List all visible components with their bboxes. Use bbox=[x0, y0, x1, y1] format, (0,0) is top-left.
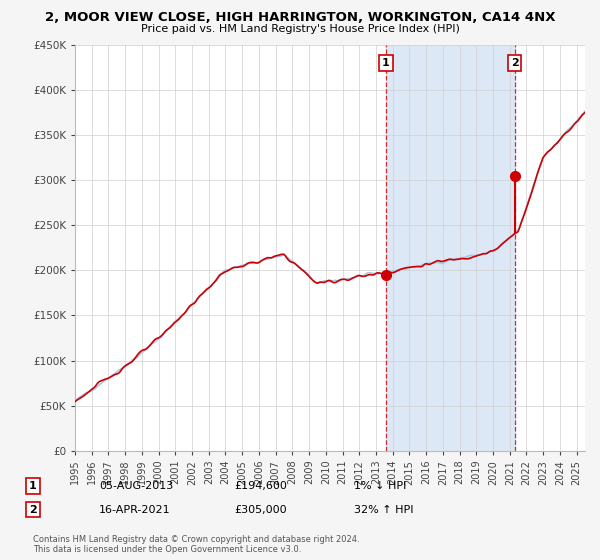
Text: 2, MOOR VIEW CLOSE, HIGH HARRINGTON, WORKINGTON, CA14 4NX: 2, MOOR VIEW CLOSE, HIGH HARRINGTON, WOR… bbox=[45, 11, 555, 24]
Text: 1: 1 bbox=[29, 481, 37, 491]
Text: 32% ↑ HPI: 32% ↑ HPI bbox=[354, 505, 413, 515]
Text: 2: 2 bbox=[29, 505, 37, 515]
Text: 1% ↓ HPI: 1% ↓ HPI bbox=[354, 481, 406, 491]
Text: 1: 1 bbox=[382, 58, 390, 68]
Text: 16-APR-2021: 16-APR-2021 bbox=[99, 505, 170, 515]
Text: £305,000: £305,000 bbox=[234, 505, 287, 515]
Text: Price paid vs. HM Land Registry's House Price Index (HPI): Price paid vs. HM Land Registry's House … bbox=[140, 24, 460, 34]
Bar bbox=[386, 45, 515, 451]
Text: £194,600: £194,600 bbox=[234, 481, 287, 491]
Text: 05-AUG-2013: 05-AUG-2013 bbox=[99, 481, 173, 491]
Text: Contains HM Land Registry data © Crown copyright and database right 2024.
This d: Contains HM Land Registry data © Crown c… bbox=[33, 535, 359, 554]
Text: 2: 2 bbox=[511, 58, 518, 68]
